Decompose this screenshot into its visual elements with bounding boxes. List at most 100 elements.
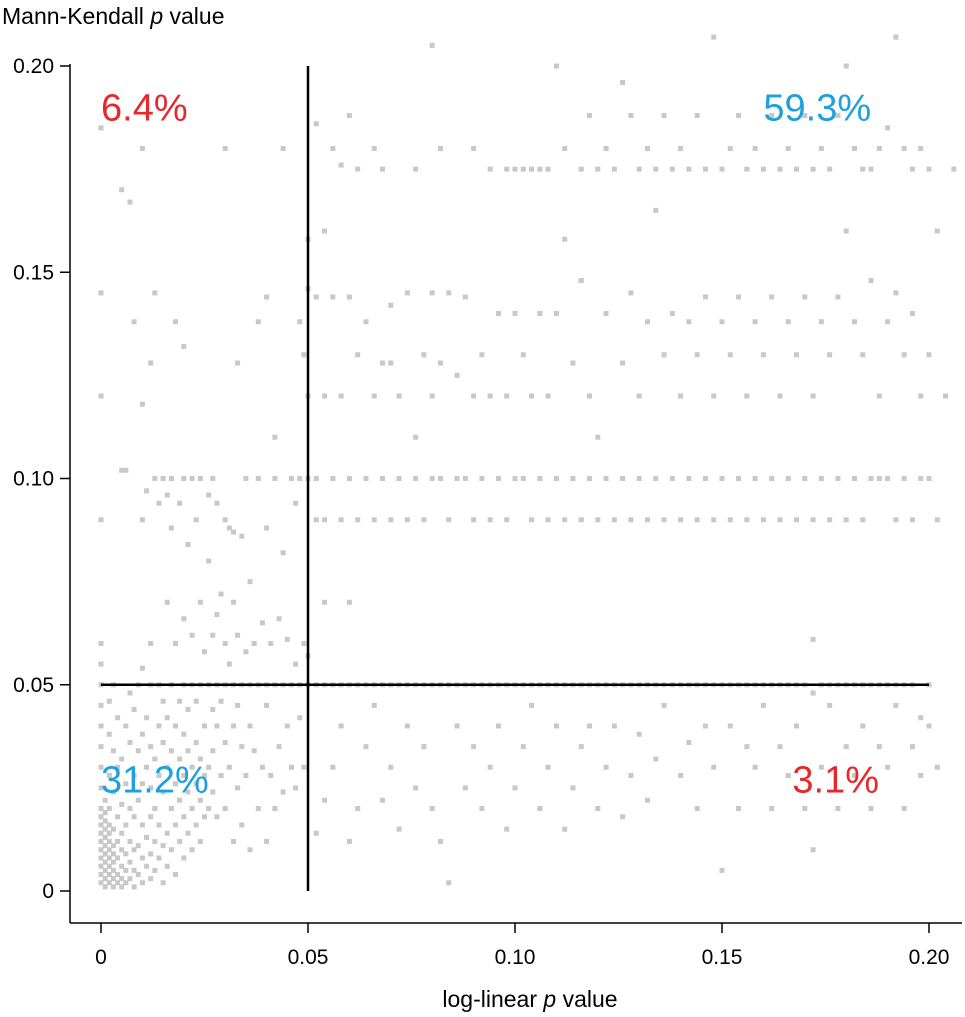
data-point — [578, 744, 584, 750]
data-point — [218, 698, 224, 704]
data-point — [413, 434, 419, 440]
data-point — [777, 166, 783, 172]
data-point — [230, 723, 236, 729]
data-point — [462, 785, 468, 791]
data-point — [115, 880, 121, 886]
data-point — [893, 517, 899, 523]
data-point — [686, 476, 692, 481]
data-point — [110, 789, 116, 795]
data-point — [355, 517, 361, 523]
data-point — [280, 550, 286, 556]
data-point — [139, 517, 145, 523]
data-point — [562, 517, 568, 523]
data-point — [388, 764, 394, 770]
data-point — [202, 814, 207, 820]
data-point — [202, 723, 207, 729]
data-point — [152, 839, 158, 844]
data-point — [702, 166, 708, 172]
data-point — [264, 702, 270, 708]
data-point — [587, 476, 593, 481]
data-point — [611, 723, 617, 729]
data-point — [794, 166, 800, 172]
data-point — [843, 517, 849, 523]
data-point — [371, 146, 377, 151]
data-point — [168, 806, 174, 811]
data-point — [264, 294, 270, 300]
data-point — [106, 773, 112, 778]
data-point — [152, 867, 158, 873]
data-point — [297, 715, 303, 721]
data-point — [247, 847, 253, 853]
data-point — [144, 715, 150, 721]
data-point — [293, 661, 299, 667]
data-point — [669, 166, 675, 172]
data-point — [160, 698, 166, 704]
data-point — [185, 707, 191, 712]
data-point — [181, 814, 187, 820]
data-point — [504, 517, 510, 523]
data-point — [363, 476, 369, 481]
data-point — [380, 797, 386, 803]
data-point — [119, 467, 125, 473]
data-point — [620, 814, 626, 820]
data-point — [785, 773, 791, 778]
data-point — [429, 476, 435, 481]
data-point — [226, 764, 232, 770]
data-point — [206, 806, 212, 811]
data-point — [835, 113, 841, 118]
data-point — [123, 781, 129, 787]
data-point — [653, 207, 659, 213]
data-point — [918, 393, 924, 399]
data-point — [297, 476, 303, 481]
data-point — [529, 517, 535, 523]
data-point — [98, 641, 104, 646]
data-point — [885, 764, 891, 770]
data-point — [702, 476, 708, 481]
data-point — [102, 876, 108, 882]
data-point — [760, 352, 766, 358]
data-point — [446, 517, 452, 523]
data-point — [578, 166, 584, 172]
data-point — [512, 476, 518, 481]
data-point — [595, 434, 601, 440]
data-point — [98, 872, 104, 877]
data-point — [851, 476, 857, 481]
data-point — [421, 744, 427, 750]
data-point — [255, 806, 261, 811]
data-point — [293, 500, 299, 506]
data-point — [164, 863, 170, 869]
data-point — [288, 476, 294, 481]
data-point — [860, 517, 866, 523]
data-point — [545, 166, 551, 172]
data-point — [479, 352, 485, 358]
data-point — [106, 830, 112, 836]
data-point — [139, 665, 145, 671]
data-point — [769, 294, 775, 300]
data-point — [98, 764, 104, 770]
data-point — [885, 319, 891, 325]
data-point — [802, 113, 808, 118]
data-point — [918, 146, 924, 151]
data-point — [661, 113, 667, 118]
data-point — [901, 476, 907, 481]
data-point — [827, 166, 833, 172]
data-point — [222, 641, 228, 646]
data-point — [110, 867, 116, 873]
data-point — [504, 166, 510, 172]
data-point — [230, 599, 236, 605]
data-point — [843, 228, 849, 234]
data-point — [678, 773, 684, 778]
data-point — [752, 319, 758, 325]
data-point — [276, 616, 282, 622]
data-point — [471, 146, 477, 151]
data-point — [330, 294, 336, 300]
data-point — [711, 764, 717, 770]
data-point — [371, 517, 377, 523]
data-point — [102, 810, 108, 816]
data-point — [189, 806, 195, 811]
data-point — [313, 830, 319, 836]
data-point — [110, 884, 116, 890]
x-tick-label: 0.20 — [909, 946, 950, 969]
data-point — [380, 476, 386, 481]
data-point — [388, 302, 394, 308]
